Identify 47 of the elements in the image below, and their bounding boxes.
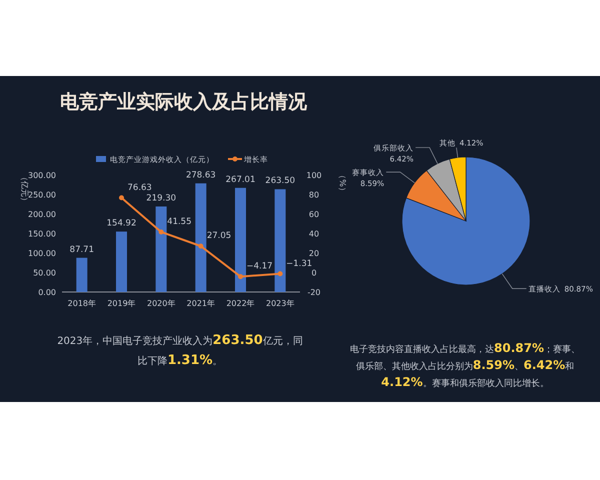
- y2-tick-label: 20: [308, 249, 320, 258]
- y-tick-label: 50.00: [33, 268, 56, 278]
- y2-tick-label: 0: [311, 268, 317, 278]
- point: [198, 244, 204, 249]
- y-tick-label: 250.00: [28, 190, 56, 200]
- data-label: 87.71: [70, 244, 94, 255]
- data-label: −4.17: [246, 262, 273, 272]
- data-label: 267.01: [226, 174, 256, 185]
- y2-tick-label: 100: [306, 171, 322, 180]
- y-tick-label: 200.00: [28, 210, 56, 219]
- y-tick-label: 300.00: [28, 171, 56, 180]
- x-tick-label: 2021年: [186, 299, 216, 308]
- x-tick-label: 2019年: [107, 299, 136, 308]
- point: [119, 195, 124, 200]
- data-label: 263.50: [265, 176, 296, 186]
- y-tick-label: 100.00: [28, 249, 56, 258]
- bar: [116, 232, 127, 292]
- data-label: −1.31: [286, 258, 312, 269]
- y2-tick-label: 40: [308, 230, 320, 238]
- chart-title: 电竞产业实际收入及占比情况: [60, 91, 308, 113]
- bar: [156, 206, 167, 292]
- data-label: 278.63: [186, 170, 216, 180]
- y2-tick-label: 60: [308, 210, 320, 219]
- data-label: 154.92: [106, 218, 136, 229]
- bar: [235, 188, 246, 292]
- y-tick-label: 150.00: [28, 230, 56, 238]
- y2-tick-label: -20: [307, 288, 321, 297]
- x-tick-label: 2023年: [266, 299, 294, 308]
- bar: [195, 183, 206, 292]
- y-axis-title: （亿元）: [20, 173, 29, 205]
- data-label: 76.63: [128, 182, 152, 193]
- point: [238, 274, 243, 280]
- y-tick-label: 0.00: [38, 288, 56, 297]
- data-label: 41.55: [167, 216, 192, 227]
- bar: [76, 258, 88, 292]
- data-label: 219.30: [146, 193, 176, 204]
- text: 电子竞技内容直播收入占比最高，达80.87%；赛事、俱乐部、其他收入占比分别为8.59%、6.42%和4.12%。赛事和俱乐部收入同比增长。: [350, 341, 580, 389]
- x-tick-label: 2020年: [146, 299, 176, 308]
- point: [158, 229, 164, 234]
- text: 2023年，中国电子竞技产业收入为263.50亿元，同比下降1.31%。: [57, 333, 303, 368]
- y2-tick-label: 80: [308, 190, 320, 200]
- data-label: 27.05: [206, 231, 232, 242]
- x-tick-label: 2022年: [226, 299, 255, 308]
- point: [278, 271, 283, 276]
- x-tick-label: 2018年: [68, 299, 96, 308]
- y2-axis-title: （%）: [338, 171, 347, 195]
- bar: [274, 189, 286, 292]
